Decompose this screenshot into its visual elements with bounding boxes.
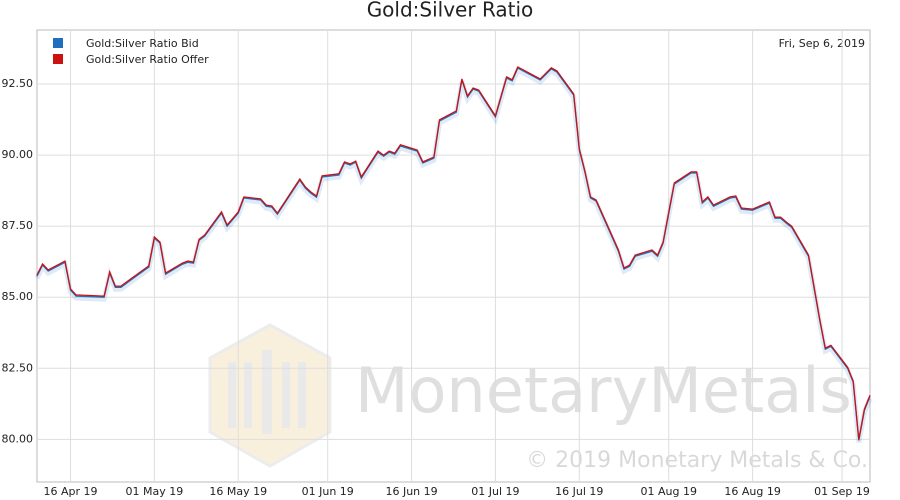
- legend-swatch: [53, 38, 63, 48]
- y-tick-label: 92.50: [2, 77, 34, 90]
- y-tick-label: 82.50: [2, 361, 34, 374]
- x-tick-label: 01 Jul 19: [471, 485, 519, 498]
- watermark-text: MonetaryMetals: [355, 354, 852, 427]
- legend-swatch: [53, 54, 63, 64]
- plot-frame: [36, 29, 871, 483]
- x-tick-label: 16 May 19: [209, 485, 267, 498]
- x-tick-label: 01 Jun 19: [302, 485, 354, 498]
- x-tick-label: 01 May 19: [126, 485, 184, 498]
- y-tick-label: 85.00: [2, 290, 34, 303]
- y-tick-label: 90.00: [2, 148, 34, 161]
- y-tick-label: 87.50: [2, 219, 34, 232]
- y-tick-label: 80.00: [2, 432, 34, 445]
- legend-label: Gold:Silver Ratio Bid: [86, 37, 199, 50]
- date-label: Fri, Sep 6, 2019: [779, 37, 865, 50]
- x-tick-label: 01 Sep 19: [814, 485, 870, 498]
- copyright: © 2019 Monetary Metals & Co.: [526, 448, 868, 473]
- x-tick-label: 01 Aug 19: [641, 485, 697, 498]
- x-tick-label: 16 Jul 19: [555, 485, 603, 498]
- series-line: [36, 66, 871, 440]
- legend-label: Gold:Silver Ratio Offer: [86, 53, 209, 66]
- x-tick-label: 16 Aug 19: [724, 485, 780, 498]
- watermark-logo: [208, 323, 332, 468]
- x-tick-label: 16 Apr 19: [44, 485, 98, 498]
- x-tick-label: 16 Jun 19: [385, 485, 437, 498]
- chart-title: Gold:Silver Ratio: [367, 0, 534, 22]
